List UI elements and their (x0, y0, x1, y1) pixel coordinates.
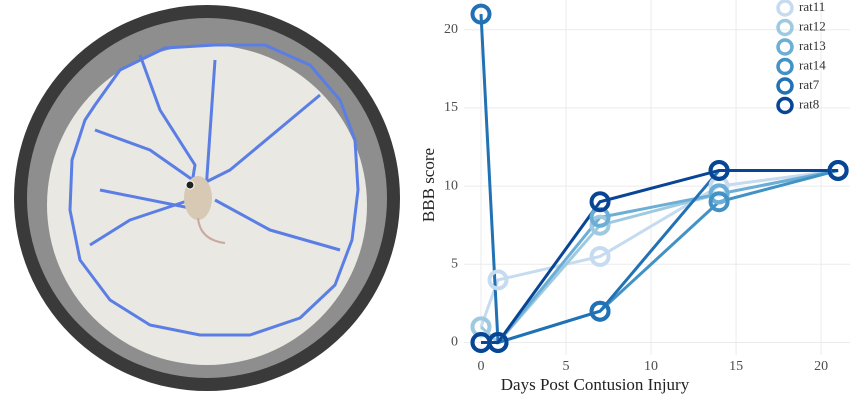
y-tick-label: 15 (444, 100, 458, 115)
y-tick-label: 5 (451, 257, 458, 272)
legend-marker (778, 79, 792, 93)
legend-marker (778, 1, 792, 15)
legend-marker (778, 40, 792, 54)
x-tick-label: 5 (563, 359, 570, 374)
legend-label: rat8 (799, 96, 819, 111)
series-line (481, 170, 838, 326)
legend-marker (778, 60, 792, 74)
legend-label: rat11 (799, 0, 825, 14)
figure: Days Post Contusion Injury BBB score 0 5 1… (0, 0, 855, 402)
y-tick-label: 10 (444, 178, 458, 193)
legend-label: rat13 (799, 38, 826, 53)
legend-marker (778, 21, 792, 35)
rat-marker (186, 181, 194, 189)
legend-label: rat14 (799, 57, 826, 72)
x-tick-label: 0 (478, 359, 485, 374)
chart: Days Post Contusion Injury BBB score 0 5 1… (419, 0, 850, 394)
x-tick-label: 15 (729, 359, 743, 374)
x-axis-label: Days Post Contusion Injury (501, 375, 690, 394)
x-tick-label: 20 (814, 359, 828, 374)
arena-photo (0, 0, 420, 402)
legend-marker (778, 99, 792, 113)
legend-label: rat7 (799, 77, 820, 92)
y-tick-label: 0 (451, 335, 458, 350)
legend-label: rat12 (799, 18, 826, 33)
y-axis-label: BBB score (419, 148, 438, 222)
series-line (481, 170, 838, 342)
y-tick-label: 20 (444, 22, 458, 37)
x-tick-label: 10 (644, 359, 658, 374)
